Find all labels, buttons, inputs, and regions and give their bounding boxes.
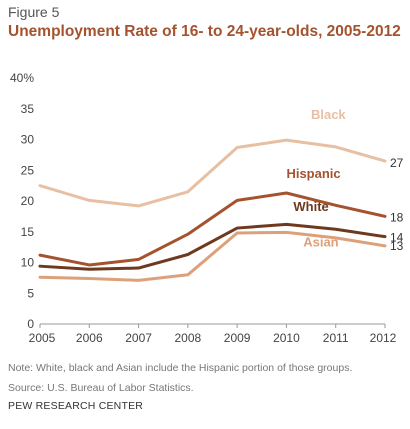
x-tick-label: 2012: [370, 331, 397, 345]
axes: 0 5 10 15 20 25 30 35 40% 2005 2006 2007 2008 2009 201…: [10, 71, 397, 345]
series-line-black: [38, 138, 387, 208]
series-name-white: White: [293, 199, 328, 214]
series-line-asian: [38, 230, 387, 282]
y-tick-label: 15: [21, 225, 35, 239]
series-lines: [38, 138, 387, 282]
chart-title: Unemployment Rate of 16- to 24-year-olds…: [8, 23, 401, 40]
x-tick-label: 2009: [224, 331, 251, 345]
chart-source: Source: U.S. Bureau of Labor Statistics.: [8, 382, 194, 394]
x-tick-label: 2007: [125, 331, 152, 345]
x-tick-label: 2006: [76, 331, 103, 345]
end-value-white: 14: [390, 231, 404, 245]
figure-label: Figure 5: [8, 4, 60, 20]
chart-note: Note: White, black and Asian include the…: [8, 362, 353, 374]
y-tick-label: 0: [27, 317, 34, 331]
x-tick-label: 2008: [175, 331, 202, 345]
y-tick-label: 30: [21, 133, 35, 147]
x-tick-label: 2005: [29, 331, 56, 345]
series-name-asian: Asian: [303, 235, 338, 250]
end-value-hispanic: 18: [390, 210, 404, 224]
y-tick-label: 20: [21, 194, 35, 208]
chart-credit: PEW RESEARCH CENTER: [8, 400, 144, 412]
end-value-asian: 13: [390, 239, 404, 253]
x-tick-label: 2010: [273, 331, 300, 345]
series-line-hispanic: [38, 191, 387, 267]
series-name-black: Black: [311, 107, 346, 122]
x-tick-label: 2011: [323, 331, 349, 345]
y-tick-label: 35: [21, 102, 35, 116]
y-tick-label: 5: [27, 286, 34, 300]
line-chart: 0 5 10 15 20 25 30 35 40% 2005 2006 2007 2008 2009 201…: [10, 71, 404, 345]
end-value-black: 27: [390, 156, 404, 170]
series-name-hispanic: Hispanic: [286, 166, 340, 181]
y-tick-label: 10: [21, 256, 35, 270]
y-tick-label: 40%: [10, 71, 34, 85]
series-line-white: [38, 222, 387, 271]
y-tick-label: 25: [21, 163, 35, 177]
series-labels: Black 27 Hispanic 18 White 14 Asian 13: [286, 107, 403, 253]
